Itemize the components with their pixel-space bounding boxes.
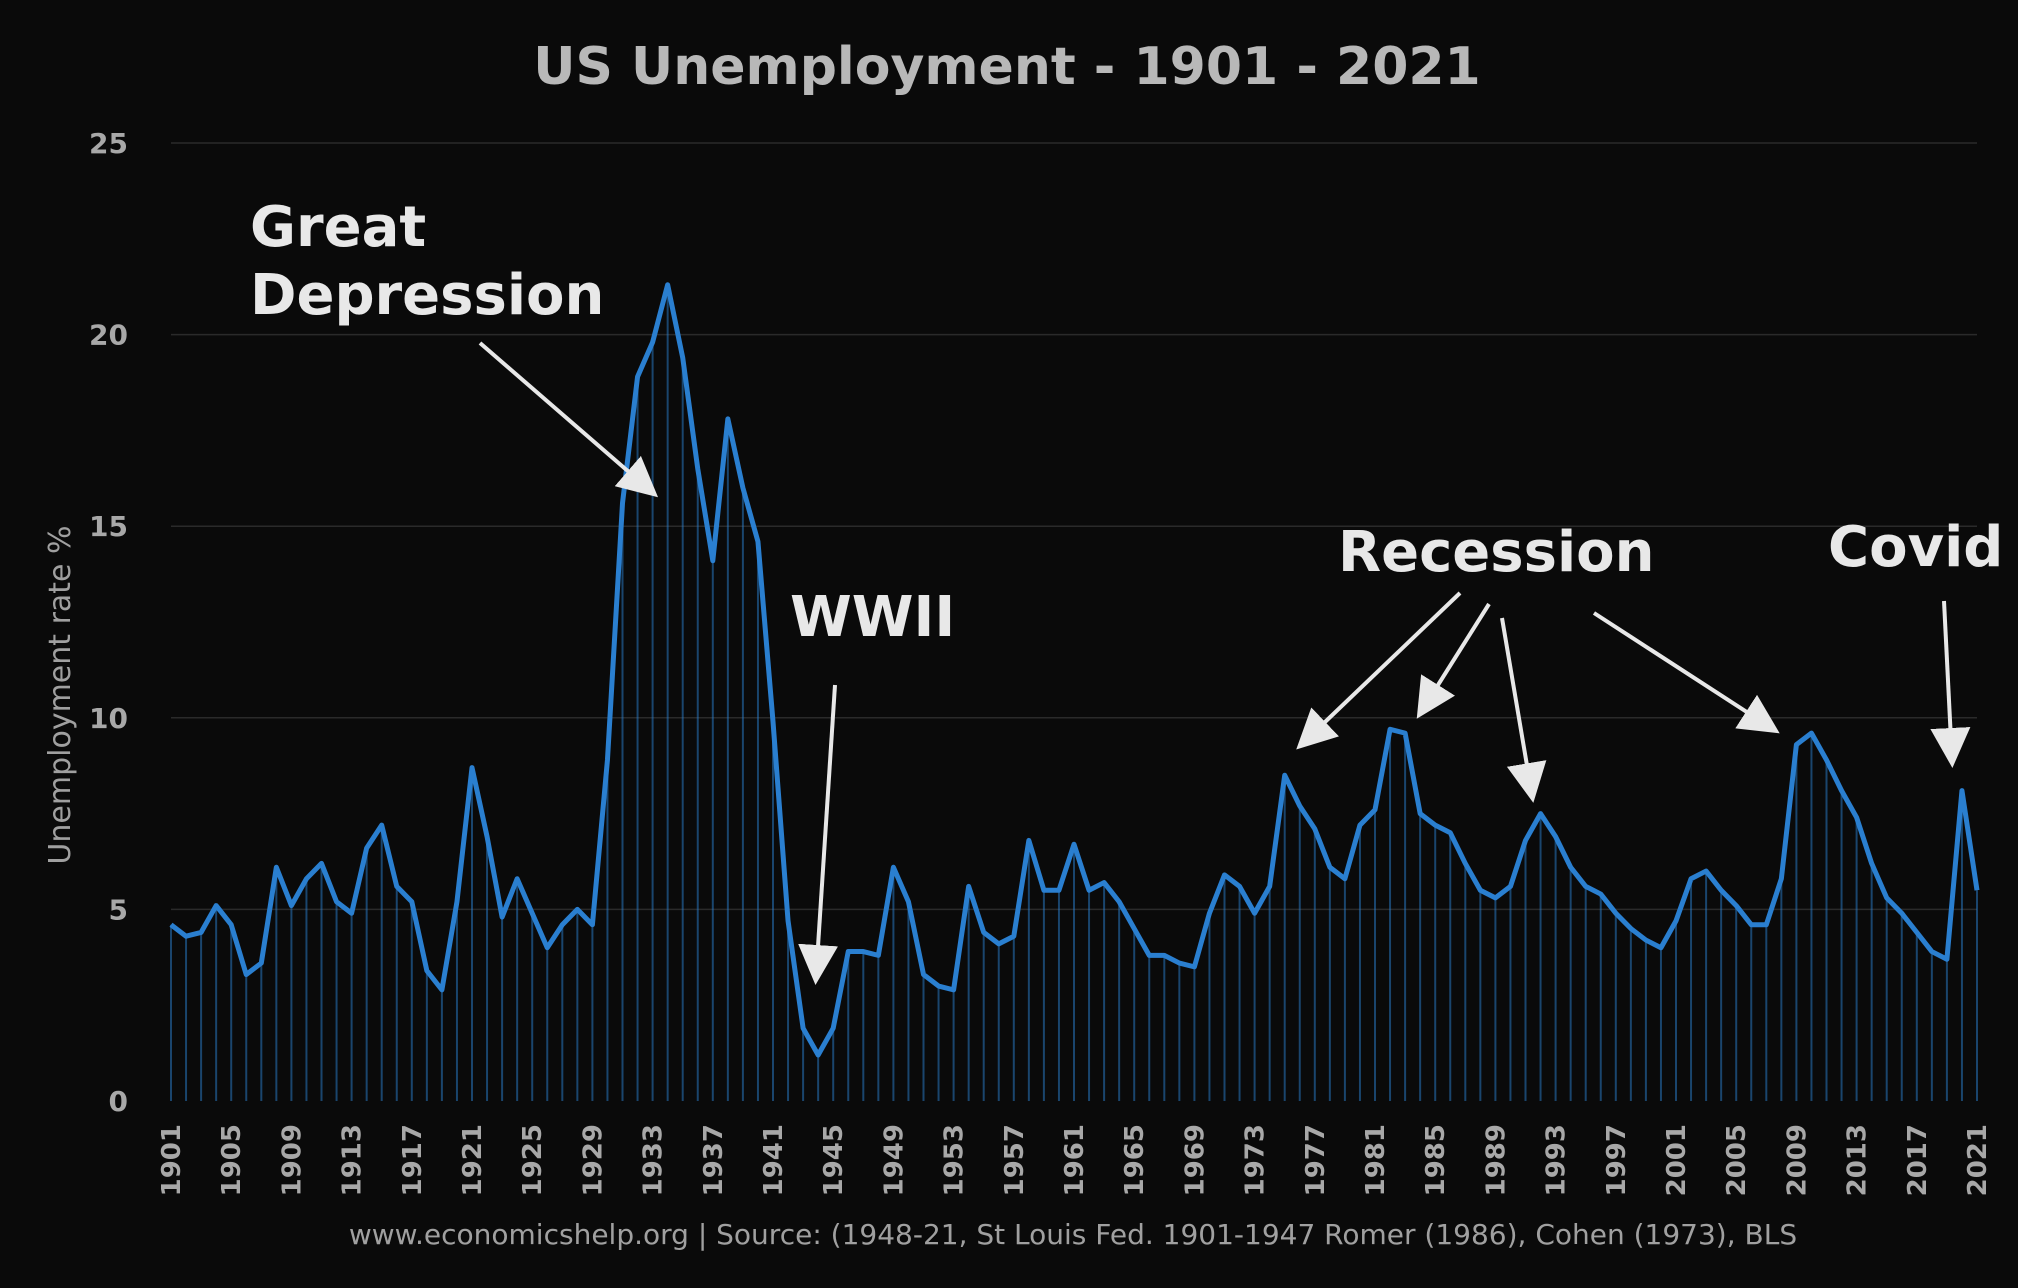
annotation-recession: Recession bbox=[1338, 520, 1654, 585]
x-tick-label: 1953 bbox=[940, 1124, 970, 1196]
x-tick-label: 1929 bbox=[578, 1124, 608, 1196]
x-tick-label: 1981 bbox=[1361, 1124, 1391, 1196]
x-tick-label: 1905 bbox=[217, 1124, 247, 1196]
gridlines bbox=[171, 142, 1977, 911]
x-ticks: 1901 1905 1909 1913 1917 1921 1925 1929 1933 1937… bbox=[157, 1124, 1993, 1196]
y-tick-label: 10 bbox=[89, 702, 128, 735]
x-tick-label: 1909 bbox=[277, 1124, 307, 1196]
x-tick-label: 1949 bbox=[879, 1124, 909, 1196]
y-tick-label: 20 bbox=[89, 319, 128, 352]
x-tick-label: 1961 bbox=[1060, 1124, 1090, 1196]
arrow-recession-1991 bbox=[1500, 617, 1547, 803]
x-tick-label: 1957 bbox=[1000, 1124, 1030, 1196]
x-tick-label: 1997 bbox=[1602, 1124, 1632, 1196]
annotation-arrows bbox=[478, 341, 1971, 985]
x-tick-label: 2009 bbox=[1782, 1124, 1812, 1196]
x-tick-label: 1917 bbox=[398, 1124, 428, 1196]
arrow-covid bbox=[1930, 600, 1971, 768]
y-ticks: 0 5 10 15 20 25 bbox=[89, 127, 128, 1118]
source-note: www.economicshelp.org | Source: (1948-21… bbox=[349, 1218, 1797, 1251]
arrow-great-depression bbox=[478, 341, 659, 498]
x-tick-label: 1989 bbox=[1481, 1124, 1511, 1196]
x-tick-label: 2005 bbox=[1722, 1124, 1752, 1196]
x-tick-label: 1985 bbox=[1421, 1124, 1451, 1196]
x-tick-label: 1925 bbox=[518, 1124, 548, 1196]
x-tick-label: 1937 bbox=[699, 1124, 729, 1196]
x-tick-label: 1933 bbox=[639, 1124, 669, 1196]
arrow-recession-2009 bbox=[1592, 611, 1780, 734]
x-tick-label: 1945 bbox=[819, 1124, 849, 1196]
x-tick-label: 2021 bbox=[1963, 1124, 1993, 1196]
y-tick-label: 25 bbox=[89, 127, 128, 160]
x-tick-label: 1969 bbox=[1180, 1124, 1210, 1196]
annotation-wwii: WWII bbox=[790, 585, 955, 650]
x-tick-label: 1913 bbox=[338, 1124, 368, 1196]
x-tick-label: 1977 bbox=[1301, 1124, 1331, 1196]
arrow-wwii bbox=[798, 684, 839, 985]
arrow-recession-1982 bbox=[1416, 602, 1491, 719]
y-tick-label: 0 bbox=[109, 1085, 128, 1118]
x-tick-label: 1993 bbox=[1542, 1124, 1572, 1196]
x-tick-label: 1921 bbox=[458, 1124, 488, 1196]
x-tick-label: 1965 bbox=[1120, 1124, 1150, 1196]
x-tick-label: 2001 bbox=[1662, 1124, 1692, 1196]
x-tick-label: 2017 bbox=[1903, 1124, 1933, 1196]
x-tick-label: 1973 bbox=[1241, 1124, 1271, 1196]
x-tick-label: 1941 bbox=[759, 1124, 789, 1196]
chart-title: US Unemployment - 1901 - 2021 bbox=[533, 37, 1481, 97]
series-line-unemployment bbox=[169, 282, 1980, 1058]
y-tick-label: 5 bbox=[109, 893, 128, 926]
annotation-covid: Covid bbox=[1828, 515, 2003, 580]
y-axis-label: Unemployment rate % bbox=[43, 525, 78, 864]
x-tick-label: 1901 bbox=[157, 1124, 187, 1196]
y-tick-label: 15 bbox=[89, 510, 128, 543]
arrow-recession-1975 bbox=[1296, 591, 1462, 750]
x-tick-label: 2013 bbox=[1843, 1124, 1873, 1196]
annotation-great-depression: Great Depression bbox=[250, 195, 604, 328]
